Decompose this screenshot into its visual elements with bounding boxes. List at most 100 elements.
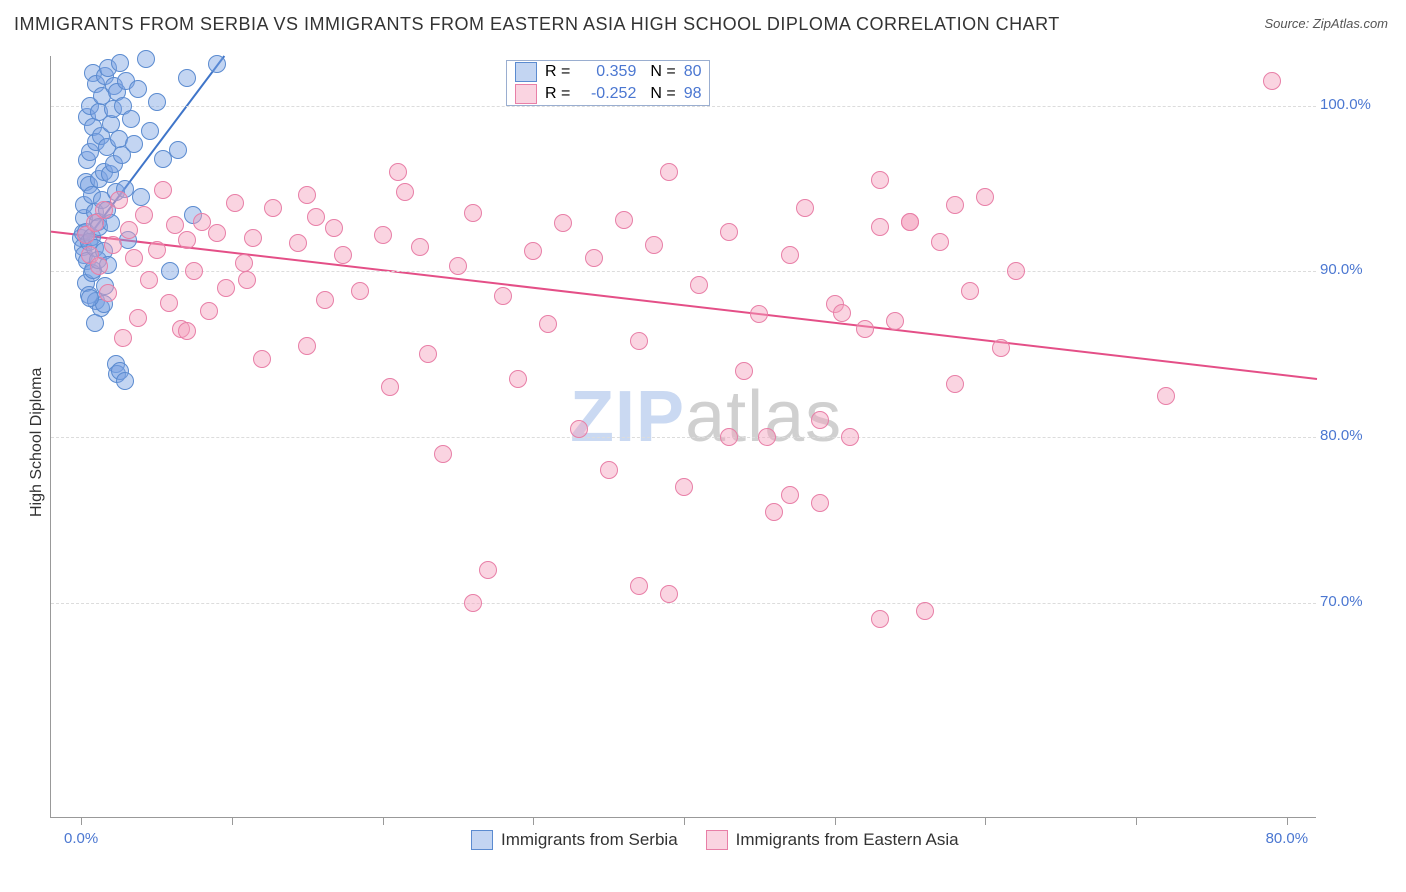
legend-swatch-icon	[515, 84, 537, 104]
data-point-serbia	[208, 55, 226, 73]
data-point-eastern_asia	[125, 249, 143, 267]
legend-swatch-icon	[706, 830, 728, 850]
data-point-eastern_asia	[750, 305, 768, 323]
data-point-eastern_asia	[720, 223, 738, 241]
data-point-eastern_asia	[244, 229, 262, 247]
data-point-serbia	[81, 289, 99, 307]
x-tick	[1136, 817, 1137, 825]
data-point-eastern_asia	[110, 191, 128, 209]
data-point-eastern_asia	[264, 199, 282, 217]
legend-swatch-icon	[471, 830, 493, 850]
data-point-eastern_asia	[946, 375, 964, 393]
data-point-eastern_asia	[856, 320, 874, 338]
x-tick	[81, 817, 82, 825]
x-tick	[533, 817, 534, 825]
data-point-eastern_asia	[129, 309, 147, 327]
data-point-serbia	[141, 122, 159, 140]
data-point-eastern_asia	[90, 257, 108, 275]
data-point-eastern_asia	[961, 282, 979, 300]
chart-title: IMMIGRANTS FROM SERBIA VS IMMIGRANTS FRO…	[14, 14, 1060, 35]
data-point-eastern_asia	[104, 236, 122, 254]
legend-n-value: 80	[684, 63, 702, 81]
data-point-eastern_asia	[226, 194, 244, 212]
legend-series: Immigrants from Serbia Immigrants from Ea…	[471, 830, 959, 850]
data-point-serbia	[125, 135, 143, 153]
data-point-eastern_asia	[901, 213, 919, 231]
data-point-serbia	[116, 372, 134, 390]
legend-r-label: R =	[545, 85, 570, 103]
data-point-eastern_asia	[381, 378, 399, 396]
data-point-eastern_asia	[238, 271, 256, 289]
data-point-serbia	[169, 141, 187, 159]
legend-stats-row-eastern_asia: R =-0.252N =98	[507, 83, 709, 105]
gridline-h	[51, 106, 1316, 107]
data-point-eastern_asia	[976, 188, 994, 206]
data-point-eastern_asia	[178, 322, 196, 340]
data-point-eastern_asia	[585, 249, 603, 267]
data-point-eastern_asia	[871, 218, 889, 236]
data-point-eastern_asia	[992, 339, 1010, 357]
data-point-eastern_asia	[298, 337, 316, 355]
x-tick	[1287, 817, 1288, 825]
data-point-eastern_asia	[554, 214, 572, 232]
data-point-eastern_asia	[630, 577, 648, 595]
legend-series-item-eastern_asia: Immigrants from Eastern Asia	[706, 830, 959, 850]
legend-r-value: -0.252	[578, 85, 636, 103]
data-point-serbia	[122, 110, 140, 128]
data-point-eastern_asia	[208, 224, 226, 242]
data-point-eastern_asia	[735, 362, 753, 380]
legend-series-label: Immigrants from Eastern Asia	[736, 830, 959, 850]
data-point-eastern_asia	[154, 181, 172, 199]
data-point-eastern_asia	[464, 594, 482, 612]
data-point-eastern_asia	[660, 163, 678, 181]
data-point-eastern_asia	[374, 226, 392, 244]
legend-stats: R =0.359N =80R =-0.252N =98	[506, 60, 710, 106]
data-point-eastern_asia	[351, 282, 369, 300]
chart-root: IMMIGRANTS FROM SERBIA VS IMMIGRANTS FRO…	[0, 0, 1406, 892]
data-point-eastern_asia	[99, 284, 117, 302]
data-point-eastern_asia	[298, 186, 316, 204]
data-point-eastern_asia	[600, 461, 618, 479]
data-point-eastern_asia	[289, 234, 307, 252]
data-point-eastern_asia	[140, 271, 158, 289]
data-point-eastern_asia	[217, 279, 235, 297]
data-point-eastern_asia	[434, 445, 452, 463]
data-point-eastern_asia	[539, 315, 557, 333]
data-point-serbia	[86, 314, 104, 332]
data-point-eastern_asia	[1007, 262, 1025, 280]
data-point-eastern_asia	[675, 478, 693, 496]
data-point-eastern_asia	[630, 332, 648, 350]
x-tick-label: 80.0%	[1266, 830, 1309, 847]
legend-r-value: 0.359	[578, 63, 636, 81]
legend-series-item-serbia: Immigrants from Serbia	[471, 830, 678, 850]
data-point-eastern_asia	[871, 171, 889, 189]
data-point-eastern_asia	[135, 206, 153, 224]
legend-swatch-icon	[515, 62, 537, 82]
data-point-eastern_asia	[524, 242, 542, 260]
x-tick	[232, 817, 233, 825]
x-tick	[835, 817, 836, 825]
data-point-serbia	[161, 262, 179, 280]
data-point-eastern_asia	[765, 503, 783, 521]
data-point-serbia	[111, 54, 129, 72]
y-tick-label: 100.0%	[1320, 96, 1380, 113]
data-point-eastern_asia	[871, 610, 889, 628]
source-label: Source: ZipAtlas.com	[1264, 16, 1388, 31]
legend-series-label: Immigrants from Serbia	[501, 830, 678, 850]
gridline-h	[51, 603, 1316, 604]
y-tick-label: 90.0%	[1320, 261, 1380, 278]
data-point-eastern_asia	[419, 345, 437, 363]
data-point-serbia	[137, 50, 155, 68]
data-point-eastern_asia	[796, 199, 814, 217]
legend-r-label: R =	[545, 63, 570, 81]
data-point-eastern_asia	[509, 370, 527, 388]
data-point-eastern_asia	[396, 183, 414, 201]
plot-area: ZIPatlas R =0.359N =80R =-0.252N =98 Imm…	[50, 56, 1316, 818]
data-point-serbia	[148, 93, 166, 111]
data-point-eastern_asia	[334, 246, 352, 264]
data-point-eastern_asia	[494, 287, 512, 305]
legend-n-value: 98	[684, 85, 702, 103]
data-point-eastern_asia	[690, 276, 708, 294]
x-tick	[684, 817, 685, 825]
data-point-eastern_asia	[833, 304, 851, 322]
